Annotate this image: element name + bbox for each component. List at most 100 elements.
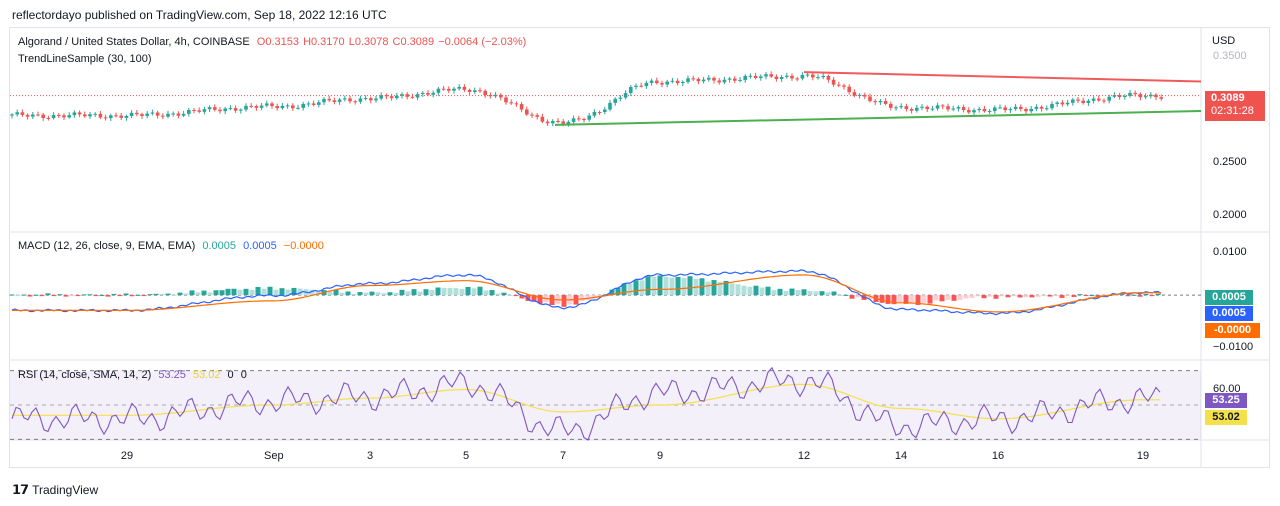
candle-body — [1128, 92, 1132, 97]
candle-body — [176, 113, 181, 116]
bar-countdown: 02:31:28 — [1211, 105, 1254, 117]
symbol-title[interactable]: Algorand / United States Dollar, 4h, COI… — [18, 36, 250, 48]
macd-histogram-bar — [867, 295, 873, 300]
candle-body — [582, 119, 586, 121]
candle-body — [270, 103, 274, 107]
candle-body — [946, 106, 950, 110]
candle-body — [993, 107, 997, 112]
chart-frame[interactable] — [9, 27, 1270, 468]
candle-body — [259, 105, 264, 108]
candle-body — [592, 111, 597, 116]
macd-histogram-bar — [1143, 293, 1149, 296]
macd-histogram-bar — [1017, 295, 1023, 298]
candle-body — [540, 116, 545, 122]
candle-body — [1076, 99, 1080, 101]
candle-body — [863, 94, 867, 97]
macd-histogram-bar — [15, 294, 21, 296]
candle-body — [379, 95, 383, 99]
candle-body — [1060, 102, 1065, 105]
rsi-value: 53.25 — [158, 369, 186, 381]
currency-label[interactable]: USD — [1212, 35, 1236, 47]
macd-line — [11, 269, 1162, 316]
trendline-lower[interactable] — [554, 110, 1202, 126]
candle-body — [415, 94, 420, 98]
candle-body — [98, 113, 103, 118]
candle-body — [421, 92, 425, 95]
macd-histogram-bar — [669, 277, 675, 296]
candle-body — [436, 88, 441, 93]
macd-title[interactable]: MACD (12, 26, close, 9, EMA, EMA) — [18, 240, 196, 252]
rsi-title[interactable]: RSI (14, close, SMA, 14, 2) — [18, 369, 152, 381]
candle-body — [925, 106, 929, 110]
candle-body — [660, 83, 664, 85]
rsi-ma-badge: 53.02 — [1205, 410, 1247, 425]
price-legend[interactable]: Algorand / United States Dollar, 4h, COI… — [18, 36, 530, 48]
macd-histogram-bar — [327, 291, 333, 296]
ohlc-open: O0.3153 — [256, 36, 299, 48]
macd-histogram-bar — [645, 276, 651, 296]
candle-body — [332, 100, 337, 102]
macd-histogram-bar — [381, 293, 387, 296]
candle-body — [213, 107, 217, 110]
macd-histogram-bar — [927, 295, 933, 304]
macd-histogram-bar — [531, 295, 537, 302]
macd-histogram-bar — [621, 283, 627, 296]
candle-body — [686, 78, 690, 82]
candle-body — [441, 88, 446, 90]
macd-histogram-bar — [1041, 295, 1047, 297]
macd-legend[interactable]: MACD (12, 26, close, 9, EMA, EMA) 0.0005… — [18, 240, 328, 252]
candle-body — [41, 114, 45, 119]
candle-body — [311, 103, 316, 105]
candle-body — [1097, 98, 1101, 101]
last-price-badge: 0.3089 02:31:28 — [1205, 91, 1265, 121]
candle-body — [956, 107, 961, 109]
macd-histogram-bar — [1131, 294, 1137, 296]
candle-body — [987, 111, 992, 113]
candle-body — [852, 92, 857, 96]
candle-body — [998, 107, 1002, 109]
candle-body — [681, 81, 685, 84]
macd-histogram-bar — [1005, 295, 1011, 298]
candle-body — [447, 88, 451, 91]
macd-histogram-bar — [963, 295, 969, 299]
macd-histogram-bar — [771, 290, 777, 296]
candle-body — [239, 109, 243, 111]
candle-body — [306, 103, 311, 105]
macd-histogram-bar — [297, 288, 303, 296]
candle-body — [649, 80, 654, 83]
macd-signal-value: −0.0000 — [283, 240, 324, 252]
macd-histogram-bar — [597, 295, 603, 297]
candle-body — [285, 105, 290, 107]
candle-body — [358, 98, 363, 102]
macd-histogram-bar — [351, 294, 357, 296]
macd-histogram-bar — [111, 293, 117, 296]
candle-body — [587, 115, 591, 120]
candle-body — [25, 114, 30, 117]
candle-body — [374, 98, 378, 101]
candle-body — [779, 76, 784, 80]
candle-body — [389, 96, 394, 99]
macd-histogram-bar — [1035, 295, 1041, 297]
candle-body — [67, 115, 71, 118]
macd-histogram-bar — [945, 295, 951, 300]
rsi-legend[interactable]: RSI (14, close, SMA, 14, 2) 53.25 53.02 … — [18, 369, 251, 381]
candle-body — [499, 94, 503, 98]
macd-histogram-bar — [561, 295, 567, 307]
candle-body — [837, 84, 841, 86]
candle-body — [1029, 108, 1033, 112]
candles-group — [10, 71, 1163, 127]
macd-histogram-bar — [993, 295, 999, 299]
rsi-ma-line — [12, 383, 1160, 420]
candle-body — [821, 75, 825, 78]
macd-histogram-bar — [267, 286, 273, 296]
macd-histogram-bar — [723, 280, 729, 296]
macd-histogram-bar — [417, 291, 423, 296]
candle-body — [603, 109, 607, 113]
candle-body — [301, 104, 305, 108]
indicator-legend[interactable]: TrendLineSample (30, 100) — [18, 53, 152, 65]
candle-body — [181, 113, 186, 116]
trendline-upper[interactable] — [803, 71, 1202, 83]
macd-value: 0.0005 — [202, 240, 236, 252]
candle-body — [644, 82, 649, 87]
